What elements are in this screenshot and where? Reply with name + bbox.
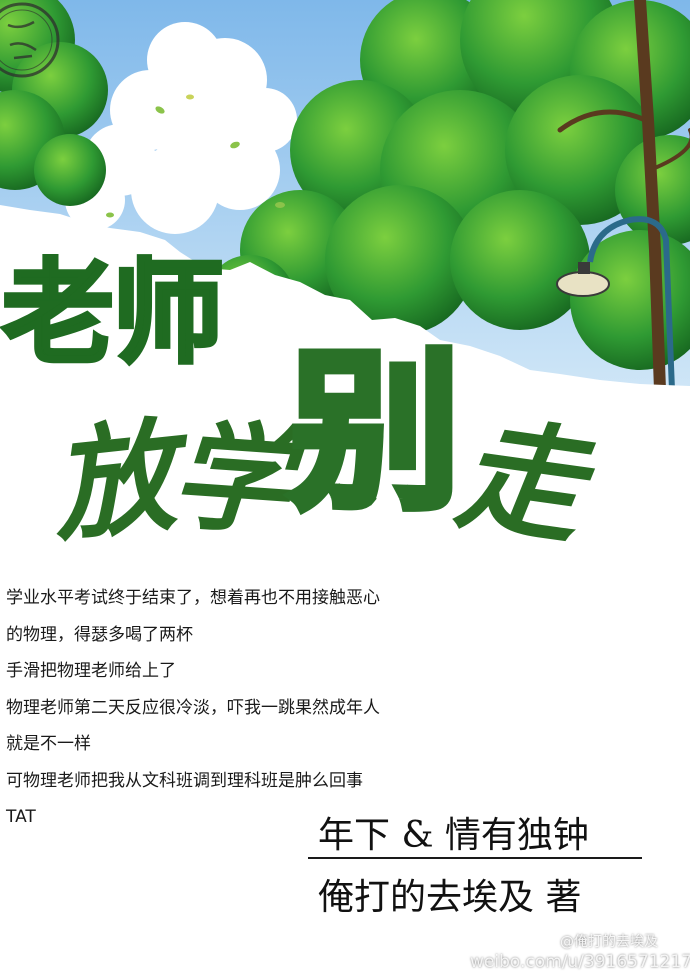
cover-blurb: 学业水平考试终于结束了，想着再也不用接触恶心 的物理，得瑟多喝了两杯 手滑把物理… [6,580,476,836]
right-trees [205,0,690,370]
blurb-line: 物理老师第二天反应很冷淡，吓我一跳果然成年人 [6,697,380,718]
cover-title-char-4: 走 [448,401,592,562]
cover-divider [308,857,642,859]
torn-paper [0,205,690,976]
blurb-line: 可物理老师把我从文科班调到理科班是肿么回事 [6,770,363,791]
blurb-line: 就是不一样 [6,734,91,754]
cover-title-char-2: 学 [167,405,295,552]
left-tree [0,0,108,206]
cover-tags: 年下 & 情有独钟 [318,815,589,856]
cover-title-line1: 老师 [0,249,226,379]
tree-trunk [557,0,690,396]
blurb-line: 手滑把物理老师给上了 [6,661,176,681]
street-lamp [556,216,675,391]
cover-title-char-3: 别 [285,334,464,532]
falling-leaves [106,94,285,218]
clouds [65,22,297,234]
watermark-handle: @俺打的去埃及 [560,934,658,950]
blurb-line: TAT [6,807,36,827]
cover-author: 俺打的去埃及 著 [318,877,582,918]
blurb-line: 的物理，得瑟多喝了两杯 [6,624,193,645]
weibo-watermark: @俺打的去埃及 weibo.com/u/3916571217 [470,932,690,972]
blurb-line: 学业水平考试终于结束了，想着再也不用接触恶心 [6,588,380,608]
seal-stamp [0,2,60,78]
cover-title-char-1: 放 [44,403,182,559]
watermark-url: weibo.com/u/3916571217 [470,952,690,972]
